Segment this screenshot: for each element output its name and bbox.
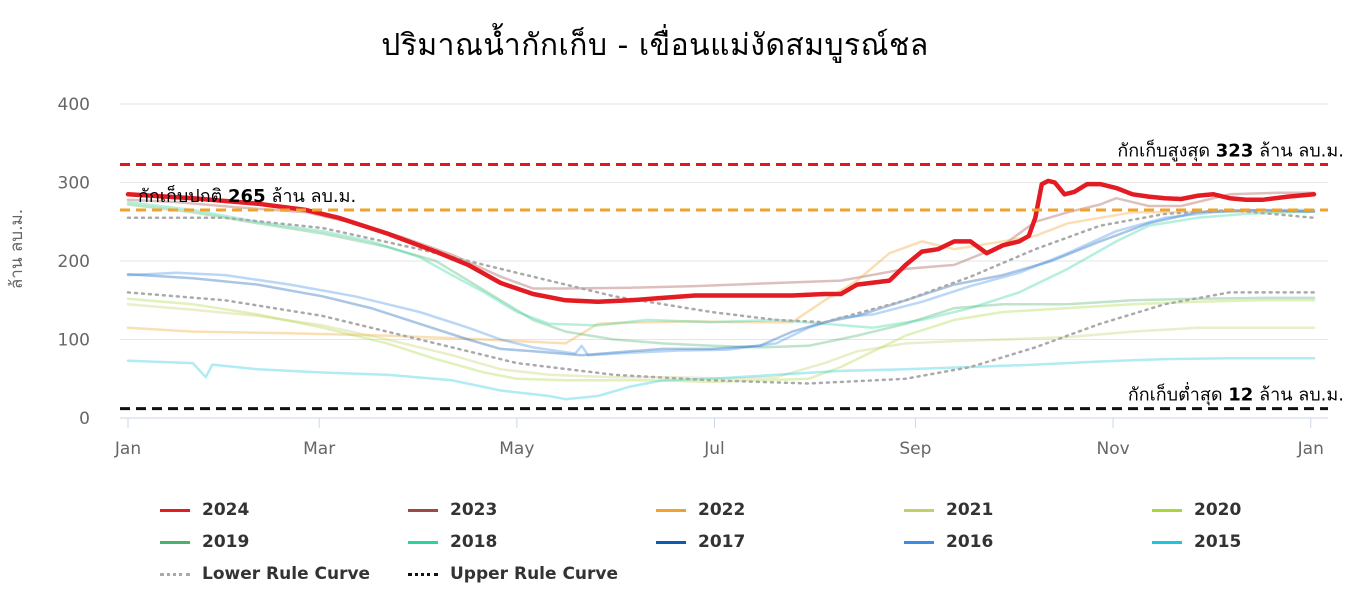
legend-label: 2015 xyxy=(1194,532,1242,552)
legend-item-2021[interactable]: 2021 xyxy=(904,497,993,523)
legend-item-lower-rule-curve[interactable]: Lower Rule Curve xyxy=(160,561,370,587)
y-tick-label-0: 0 xyxy=(79,409,90,429)
legend-swatch xyxy=(160,572,190,576)
legend-item-2017[interactable]: 2017 xyxy=(656,529,745,555)
legend-swatch xyxy=(656,508,686,512)
legend-swatch xyxy=(1152,508,1182,512)
x-tick-label-0: Jan xyxy=(114,439,141,459)
legend-label: 2019 xyxy=(202,532,250,552)
x-tick-label-2: May xyxy=(499,439,534,459)
legend-label: 2017 xyxy=(698,532,746,552)
reference-label-265: กักเก็บปกติ 265 ล้าน ลบ.ม. xyxy=(138,184,356,207)
y-tick-label-400: 400 xyxy=(58,95,90,115)
series-line-2017 xyxy=(126,208,1316,357)
legend-label: 2024 xyxy=(202,500,250,520)
reference-lines: กักเก็บสูงสุด 323 ล้าน ลบ.ม. กักเก็บปกติ … xyxy=(120,138,1344,411)
series-line-2024 xyxy=(125,178,1317,305)
legend-item-2016[interactable]: 2016 xyxy=(904,529,993,555)
series-line-2020 xyxy=(126,297,1316,384)
x-tick-label-1: Mar xyxy=(303,439,335,459)
legend-label: 2021 xyxy=(946,500,994,520)
axis-layer: 0 100 200 300 400 Jan Mar May Jul Sep Nov Jan ล้าน ล… xyxy=(7,95,1324,459)
x-tick-label-3: Jul xyxy=(703,439,725,459)
grid-layer xyxy=(120,103,1328,419)
legend-swatch xyxy=(160,540,190,544)
legend-swatch xyxy=(408,540,438,544)
series-line-lower-rule-curve xyxy=(126,291,1316,385)
legend-swatch xyxy=(160,508,190,512)
legend-label: 2022 xyxy=(698,500,746,520)
legend-item-2023[interactable]: 2023 xyxy=(408,497,497,523)
series-line-2016 xyxy=(126,208,1316,357)
y-axis-title: ล้าน ลบ.ม. xyxy=(7,209,27,289)
series-line-2015 xyxy=(126,357,1316,401)
legend-swatch xyxy=(408,508,438,512)
legend-swatch xyxy=(656,540,686,544)
legend-label: 2018 xyxy=(450,532,498,552)
y-tick-label-300: 300 xyxy=(58,174,90,194)
legend-item-2019[interactable]: 2019 xyxy=(160,529,249,555)
legend-swatch xyxy=(904,508,934,512)
series-line-2019 xyxy=(126,203,1316,349)
series-line-2018 xyxy=(126,200,1316,329)
series-line-2023 xyxy=(126,191,1316,290)
series-line-upper-rule-curve xyxy=(126,208,1316,324)
reference-label-323: กักเก็บสูงสุด 323 ล้าน ลบ.ม. xyxy=(1117,138,1344,161)
legend-label: 2020 xyxy=(1194,500,1242,520)
legend-label: Upper Rule Curve xyxy=(450,564,619,584)
legend-item-2022[interactable]: 2022 xyxy=(656,497,745,523)
legend-label: 2023 xyxy=(450,500,498,520)
legend-swatch xyxy=(408,572,438,576)
y-tick-label-100: 100 xyxy=(58,331,90,351)
legend-item-2018[interactable]: 2018 xyxy=(408,529,497,555)
y-tick-label-200: 200 xyxy=(58,252,90,272)
legend-item-2020[interactable]: 2020 xyxy=(1152,497,1241,523)
series-line-2021 xyxy=(126,302,1316,381)
legend-label: 2016 xyxy=(946,532,994,552)
legend-swatch xyxy=(1152,540,1182,544)
x-tick-label-5: Nov xyxy=(1096,439,1129,459)
legend-item-2015[interactable]: 2015 xyxy=(1152,529,1241,555)
legend-swatch xyxy=(904,540,934,544)
series-line-2022 xyxy=(126,210,1316,345)
legend-label: Lower Rule Curve xyxy=(202,564,371,584)
series-layer xyxy=(125,178,1317,401)
reference-label-12: กักเก็บต่ำสุด 12 ล้าน ลบ.ม. xyxy=(1128,382,1344,406)
chart-title: ปริมาณน้ำกักเก็บ - เขื่อนแม่งัดสมบูรณ์ชล xyxy=(381,28,929,63)
x-tick-label-6: Jan xyxy=(1297,439,1324,459)
legend-item-upper-rule-curve[interactable]: Upper Rule Curve xyxy=(408,561,618,587)
legend-item-2024[interactable]: 2024 xyxy=(160,497,249,523)
x-tick-label-4: Sep xyxy=(899,439,931,459)
